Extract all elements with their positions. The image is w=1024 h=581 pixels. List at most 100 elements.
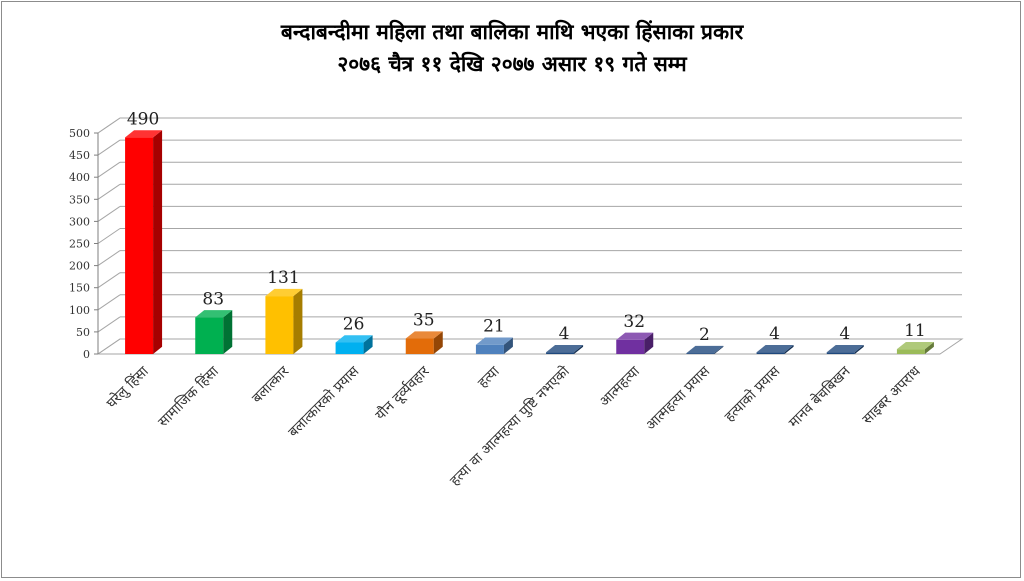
- bar-side: [714, 345, 724, 354]
- bar: [756, 345, 794, 354]
- gridline-side: [97, 316, 121, 333]
- bar: [896, 341, 934, 354]
- data-label: 4: [769, 324, 780, 344]
- y-tick-label: 350: [69, 193, 90, 206]
- bar-side: [503, 337, 513, 354]
- bar-side: [363, 335, 373, 354]
- bar-top: [125, 130, 163, 138]
- bar-front: [896, 349, 925, 354]
- data-label: 83: [202, 289, 224, 309]
- bar-side: [784, 345, 794, 354]
- bar-top: [475, 337, 513, 345]
- bar: [686, 345, 724, 354]
- bar-side: [433, 331, 443, 354]
- y-tick-label: 450: [69, 149, 90, 162]
- bar-top: [195, 310, 233, 318]
- y-tick-label: 50: [76, 326, 90, 339]
- x-tick-label: हत्याको प्रयास: [721, 362, 784, 425]
- bar: [125, 130, 163, 354]
- bar-front: [756, 352, 785, 354]
- bar-top: [405, 331, 443, 339]
- bar: [195, 310, 233, 354]
- y-axis: 0 50 100 150 200 250 300 350 400 450 500: [69, 127, 99, 361]
- bar-side: [153, 130, 163, 354]
- data-label: 4: [839, 324, 850, 344]
- x-tick-label: हत्या वा आत्महत्या पुष्टि नभएको: [446, 363, 573, 490]
- bar-side: [574, 345, 584, 354]
- bar: [546, 345, 584, 354]
- gridline-side: [97, 250, 121, 267]
- bar-side: [854, 345, 864, 354]
- data-label: 21: [483, 317, 505, 337]
- data-label: 35: [413, 311, 435, 331]
- data-labels: 490 83 131 26 35 21 4 32 2 4 4 11: [127, 109, 926, 345]
- x-tick-label: साइबर अपराध: [860, 363, 924, 427]
- bar: [475, 337, 513, 354]
- bar-top: [756, 345, 794, 353]
- y-tick-label: 500: [69, 127, 90, 140]
- bar-top: [686, 345, 724, 354]
- bar-top: [265, 288, 303, 297]
- gridline-side: [97, 228, 121, 244]
- bar: [616, 332, 654, 354]
- bar-front: [616, 339, 645, 354]
- x-tick-label: बलात्कार: [249, 363, 292, 406]
- gridline-side: [97, 183, 121, 200]
- data-label: 11: [904, 321, 926, 341]
- y-tick-label: 300: [69, 215, 90, 228]
- x-axis: घरेलु हिंसा सामाजिक हिंसा बलात्कारबलात्कार…: [103, 362, 924, 489]
- gridline-side: [97, 294, 121, 311]
- data-label: 32: [623, 312, 645, 332]
- bar-front: [405, 338, 434, 354]
- y-tick-label: 400: [69, 171, 90, 184]
- x-tick-label: आत्महत्या प्रयास: [643, 363, 714, 434]
- bar-front: [826, 352, 855, 354]
- bar-side: [924, 341, 934, 354]
- bar-side: [223, 310, 233, 354]
- x-tick-label: हत्या: [475, 363, 503, 391]
- bar: [335, 335, 373, 354]
- bars: [125, 130, 934, 354]
- bar: [265, 288, 303, 354]
- gridlines: [97, 117, 962, 355]
- bar-front: [546, 352, 575, 354]
- y-tick-label: 150: [69, 282, 90, 295]
- y-tick-label: 200: [69, 260, 90, 273]
- chart-subtitle: २०७६ चैत्र ११ देखि २०७७ असार १९ गते सम्म: [337, 52, 687, 76]
- bar-front: [265, 296, 294, 354]
- bar-front: [686, 353, 715, 354]
- x-tick-label: घरेलु हिंसा: [103, 363, 152, 412]
- chart-title: बन्दाबन्दीमा महिला तथा बालिका माथि भएका …: [280, 20, 744, 44]
- gridline-side: [97, 117, 121, 134]
- x-tick-label: आत्महत्या: [597, 363, 644, 410]
- bar-top: [826, 345, 864, 353]
- bar-front: [125, 137, 154, 354]
- x-tick-label: यौन दूर्व्यवहार: [372, 363, 434, 425]
- x-tick-label: सामाजिक हिंसा: [155, 363, 223, 431]
- gridline-side: [97, 161, 121, 178]
- bar-top: [546, 345, 584, 353]
- y-tick-label: 250: [69, 238, 90, 251]
- bar-top: [616, 332, 654, 340]
- y-tick-label: 0: [83, 348, 90, 361]
- gridline-side: [97, 205, 121, 222]
- x-tick-label: बलात्कारको प्रयास: [285, 362, 363, 440]
- bar: [826, 345, 864, 354]
- data-label: 490: [127, 109, 159, 129]
- bar-front: [195, 317, 224, 354]
- bar-top: [335, 335, 373, 343]
- bar-front: [475, 344, 504, 354]
- gridline-side: [97, 338, 121, 355]
- gridline-side: [97, 272, 121, 289]
- x-tick-label: मानव बेचबिखन: [785, 363, 854, 432]
- y-tick-label: 100: [69, 304, 90, 317]
- bar-front: [335, 342, 364, 354]
- data-label: 2: [699, 325, 710, 345]
- data-label: 26: [343, 315, 365, 335]
- data-label: 4: [559, 324, 570, 344]
- gridline-side: [97, 139, 121, 156]
- data-label: 131: [267, 268, 299, 288]
- bar-side: [644, 332, 654, 354]
